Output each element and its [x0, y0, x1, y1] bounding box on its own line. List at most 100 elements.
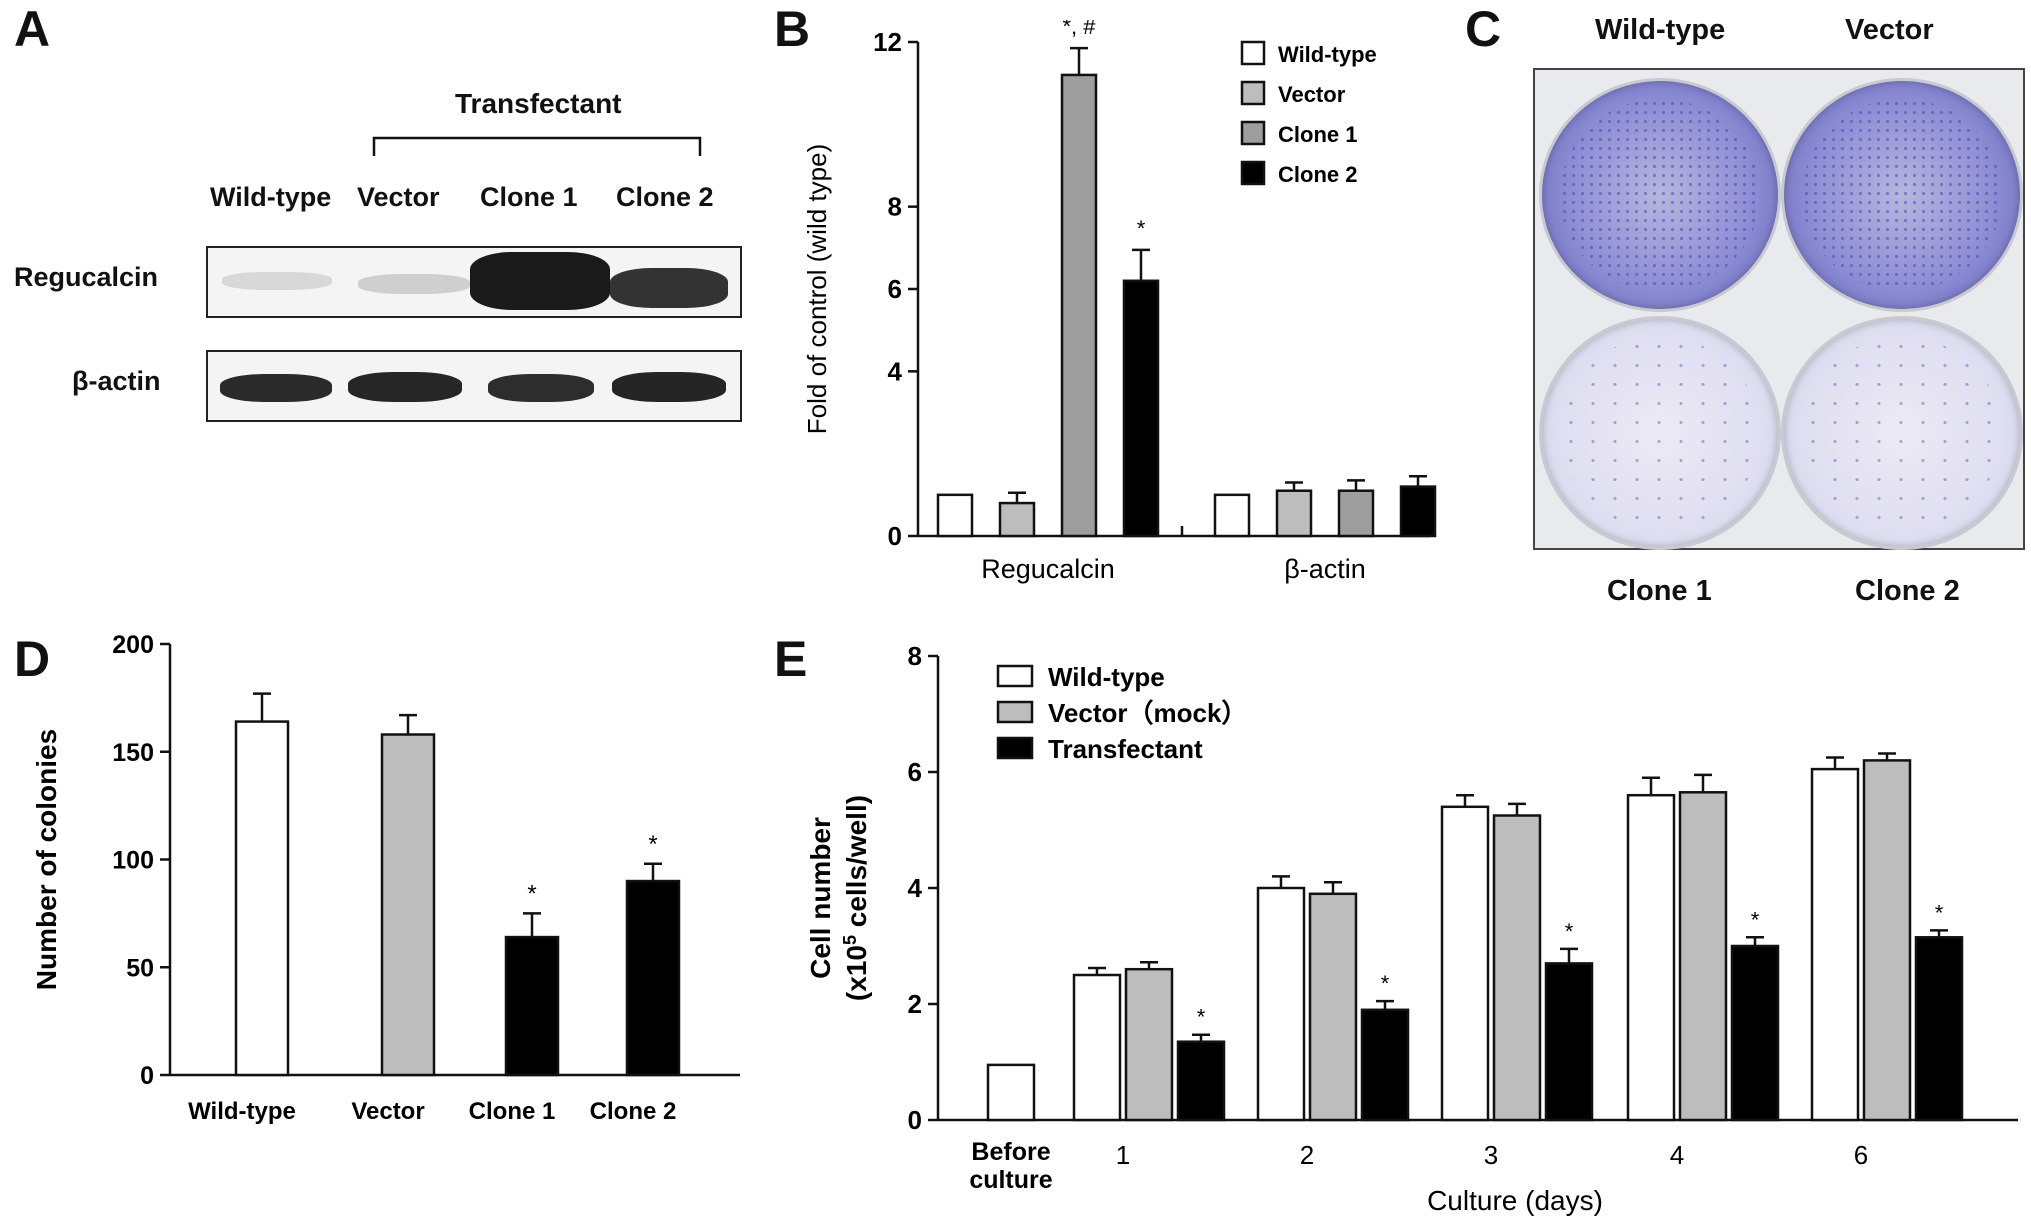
bar	[504, 935, 560, 1077]
legend-swatch	[996, 700, 1034, 724]
y-tick-label: 4	[908, 873, 923, 903]
panel-d-letter: D	[14, 631, 51, 687]
x-category-label: β-actin	[1284, 554, 1366, 584]
y-tick-label: 8	[908, 641, 922, 671]
baseline-bar	[986, 1063, 1036, 1122]
bar	[998, 501, 1036, 538]
lane-label-vector: Vector	[357, 182, 440, 212]
legend-swatch	[996, 736, 1034, 760]
y-tick-label: 12	[873, 27, 902, 57]
y-tick-label: 6	[908, 757, 922, 787]
plate-label-vector: Vector	[1845, 14, 1934, 46]
blot-band	[612, 372, 726, 402]
significance-marker: *	[1381, 971, 1390, 996]
lane-label-clone-2: Clone 2	[616, 182, 714, 212]
transfectant-bracket	[372, 136, 702, 156]
y-tick-label: 0	[888, 521, 902, 551]
well-vector	[1781, 78, 2023, 312]
bar	[1275, 489, 1313, 538]
y-axis-label: Number of colonies	[31, 729, 62, 990]
bar	[1862, 759, 1912, 1122]
y-label-superscript: 5	[840, 935, 860, 945]
x-category-label: 3	[1484, 1140, 1498, 1170]
legend-swatch	[1240, 120, 1266, 146]
blot-band	[488, 374, 594, 402]
y-tick-label: 8	[888, 192, 902, 222]
plate-label-clone-1: Clone 1	[1607, 575, 1712, 607]
legend-label: Clone 1	[1278, 122, 1357, 147]
y-tick-label: 200	[112, 631, 154, 659]
legend-label: Vector	[1278, 82, 1346, 107]
blot-band	[610, 268, 728, 308]
x-baseline-label-line1: Before	[971, 1138, 1050, 1166]
bar	[1492, 814, 1542, 1122]
significance-marker: *	[527, 880, 536, 907]
colony-dots	[1560, 337, 1760, 529]
well-clone-2	[1781, 316, 2023, 550]
legend-swatch	[1240, 80, 1266, 106]
bar	[234, 720, 290, 1077]
bar	[1544, 962, 1594, 1122]
legend-label: Clone 2	[1278, 162, 1357, 187]
bar	[1213, 493, 1251, 538]
y-tick-label: 6	[888, 274, 902, 304]
regucalcin-blot	[206, 246, 742, 318]
plate-label-clone-2: Clone 2	[1855, 575, 1960, 607]
significance-marker: *, #	[1062, 20, 1096, 39]
bar	[1399, 485, 1437, 538]
x-baseline-label-line2: culture	[969, 1166, 1052, 1194]
y-tick-label: 100	[112, 847, 154, 875]
colony-dots	[1560, 99, 1760, 291]
blot-band	[470, 252, 610, 310]
y-tick-label: 50	[126, 954, 154, 982]
x-category-label: 6	[1854, 1140, 1868, 1170]
significance-marker: *	[1137, 216, 1146, 241]
significance-marker: *	[1751, 907, 1760, 932]
chart-b: 0 4 6 8 12 Fold of control (wild type) Regucal…	[802, 20, 1437, 584]
y-axis-label-line2: (x105 cells/well)	[840, 795, 872, 1001]
bar	[1256, 886, 1306, 1122]
y-tick-label: 2	[908, 989, 922, 1019]
blot-band	[358, 274, 470, 294]
bar	[380, 733, 436, 1077]
x-axis-label: Culture (days)	[1427, 1185, 1603, 1216]
bar	[1914, 936, 1964, 1122]
bar	[1440, 805, 1490, 1122]
y-label-part: cells/well)	[841, 795, 872, 935]
bar	[1337, 489, 1375, 538]
legend-swatch	[996, 664, 1034, 688]
colony-plate	[1533, 68, 2025, 550]
bar	[1124, 967, 1174, 1122]
colony-dots	[1802, 337, 2002, 529]
legend-label: Wild-type	[1278, 42, 1377, 67]
bar	[1060, 73, 1098, 538]
lane-label-clone-1: Clone 1	[480, 182, 578, 212]
x-category-label: 2	[1300, 1140, 1314, 1170]
transfectant-label: Transfectant	[455, 88, 622, 119]
blot-band	[348, 372, 462, 402]
bar	[1072, 973, 1122, 1122]
well-clone-1	[1539, 316, 1781, 550]
legend-label: Vector（mock）	[1048, 698, 1247, 728]
beta-actin-blot	[206, 350, 742, 422]
blot-band	[222, 272, 332, 290]
bar	[1122, 279, 1160, 538]
bar	[1176, 1040, 1226, 1122]
bar	[1810, 767, 1860, 1122]
bar	[1360, 1008, 1410, 1122]
legend-swatch	[1240, 160, 1266, 186]
y-axis-label-line1: Cell number	[805, 817, 836, 979]
legend-label: Transfectant	[1048, 734, 1203, 764]
blot-band	[220, 374, 332, 402]
significance-marker: *	[1935, 900, 1944, 925]
chart-d: 0 50 100 150 200 Number of colonies Wild-type V…	[31, 631, 740, 1125]
x-category-label: Clone 1	[469, 1098, 556, 1125]
x-category-label: 4	[1670, 1140, 1684, 1170]
bar	[625, 879, 681, 1077]
significance-marker: *	[1197, 1005, 1206, 1030]
bar	[1626, 793, 1676, 1122]
legend-label: Wild-type	[1048, 662, 1165, 692]
plate-label-wild-type: Wild-type	[1595, 14, 1726, 46]
colony-dots	[1802, 99, 2002, 291]
x-category-label: Regucalcin	[981, 554, 1115, 584]
